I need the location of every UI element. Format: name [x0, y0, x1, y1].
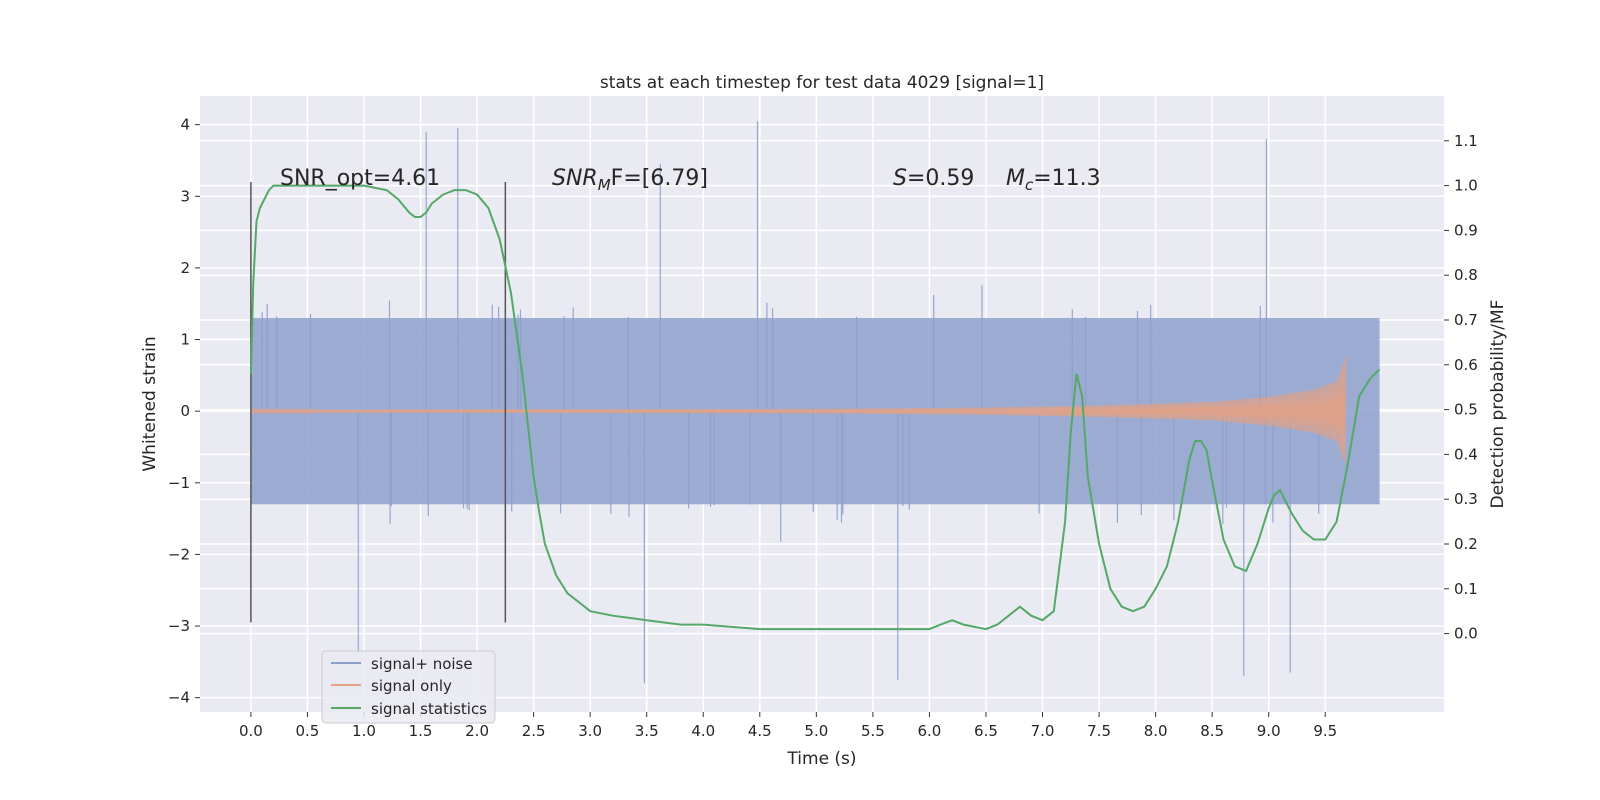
- y-tick-label: 0: [180, 402, 190, 420]
- x-tick-label: 1.0: [352, 722, 376, 740]
- snr-opt-annotation: SNR_opt=4.61: [280, 166, 440, 191]
- y-tick-label: −1: [168, 474, 190, 492]
- signal-only-trace: [250, 357, 1347, 463]
- y2-tick-label: 0.1: [1454, 580, 1478, 598]
- y-tick-label: 1: [180, 331, 190, 349]
- legend-label-signal: signal only: [371, 677, 452, 695]
- x-tick-label: 1.5: [409, 722, 433, 740]
- x-tick-label: 5.5: [861, 722, 885, 740]
- annotations: SNR_opt=4.61 SNRMF=[6.79] S=0.59 Mc=11.3: [280, 166, 1101, 194]
- s-label: S: [893, 166, 907, 191]
- window-markers: [250, 181, 507, 623]
- x-tick-label: 6.0: [918, 722, 942, 740]
- x-tick-label: 3.5: [635, 722, 659, 740]
- snr-mf-annotation: SNRMF=[6.79]: [552, 166, 708, 194]
- legend: signal+ noise signal only signal statist…: [321, 650, 496, 724]
- y2-tick-label: 0.3: [1454, 490, 1478, 508]
- y2-tick-label: 1.1: [1454, 132, 1478, 150]
- y-tick-label: −2: [168, 545, 190, 563]
- mc-sub: c: [1025, 176, 1034, 194]
- x-tick-label: 9.5: [1313, 722, 1337, 740]
- statistics-line: [249, 184, 1381, 631]
- y2-tick-label: 0.9: [1454, 221, 1478, 239]
- snr-mf-base: SNR: [552, 166, 598, 191]
- noise-trace: [261, 121, 1320, 684]
- x-axis-label: Time (s): [786, 749, 856, 769]
- snr-mf-tail: F=[6.79]: [611, 166, 708, 191]
- y-tick-label: −3: [168, 617, 190, 635]
- mc-base: M: [1006, 166, 1025, 191]
- y2-tick-label: 0.7: [1454, 311, 1478, 329]
- y2-tick-label: 0.0: [1454, 625, 1478, 643]
- y2-tick-label: 0.5: [1454, 401, 1478, 419]
- statistics-series: [249, 184, 1381, 631]
- tick-labels: 0.0 0.5 1.0 1.5 2.0 2.5 3.0 3.5 4.0 4.5 5.0 5.5 6.0 6…: [168, 116, 1478, 740]
- y-tick-label: −4: [168, 689, 190, 707]
- x-tick-label: 4.0: [691, 722, 715, 740]
- y-tick-label: 3: [180, 187, 190, 205]
- y2-tick-label: 0.6: [1454, 356, 1478, 374]
- x-tick-label: 2.5: [522, 722, 546, 740]
- mc-annotation: Mc=11.3: [1006, 166, 1101, 194]
- legend-label-noise: signal+ noise: [371, 655, 473, 673]
- x-tick-label: 7.5: [1087, 722, 1111, 740]
- x-tick-label: 3.0: [578, 722, 602, 740]
- y2-tick-label: 0.8: [1454, 266, 1478, 284]
- x-tick-label: 0.5: [296, 722, 320, 740]
- legend-box: [321, 650, 496, 724]
- y2-tick-label: 0.4: [1454, 445, 1478, 463]
- s-value: =0.59: [907, 166, 974, 191]
- s-annotation: S=0.59: [893, 166, 974, 191]
- y2-axis-label: Detection probability/MF: [1488, 300, 1508, 509]
- x-tick-label: 2.0: [465, 722, 489, 740]
- mc-value: =11.3: [1033, 166, 1100, 191]
- signal-only-series: [250, 357, 1347, 463]
- x-tick-label: 0.0: [239, 722, 263, 740]
- snr-mf-sub: M: [598, 176, 611, 194]
- x-tick-label: 8.5: [1200, 722, 1224, 740]
- y-tick-label: 2: [180, 259, 190, 277]
- y-tick-label: 4: [180, 116, 190, 134]
- x-tick-label: 6.5: [974, 722, 998, 740]
- x-tick-label: 7.0: [1031, 722, 1055, 740]
- x-tick-label: 4.5: [748, 722, 772, 740]
- x-tick-label: 8.0: [1144, 722, 1168, 740]
- legend-label-statistics: signal statistics: [371, 700, 487, 718]
- y2-tick-label: 0.2: [1454, 535, 1478, 553]
- x-tick-label: 5.0: [804, 722, 828, 740]
- y2-tick-label: 1.0: [1454, 177, 1478, 195]
- chart-title: stats at each timestep for test data 402…: [600, 73, 1044, 93]
- x-tick-label: 9.0: [1257, 722, 1281, 740]
- y-axis-label: Whitened strain: [140, 336, 160, 471]
